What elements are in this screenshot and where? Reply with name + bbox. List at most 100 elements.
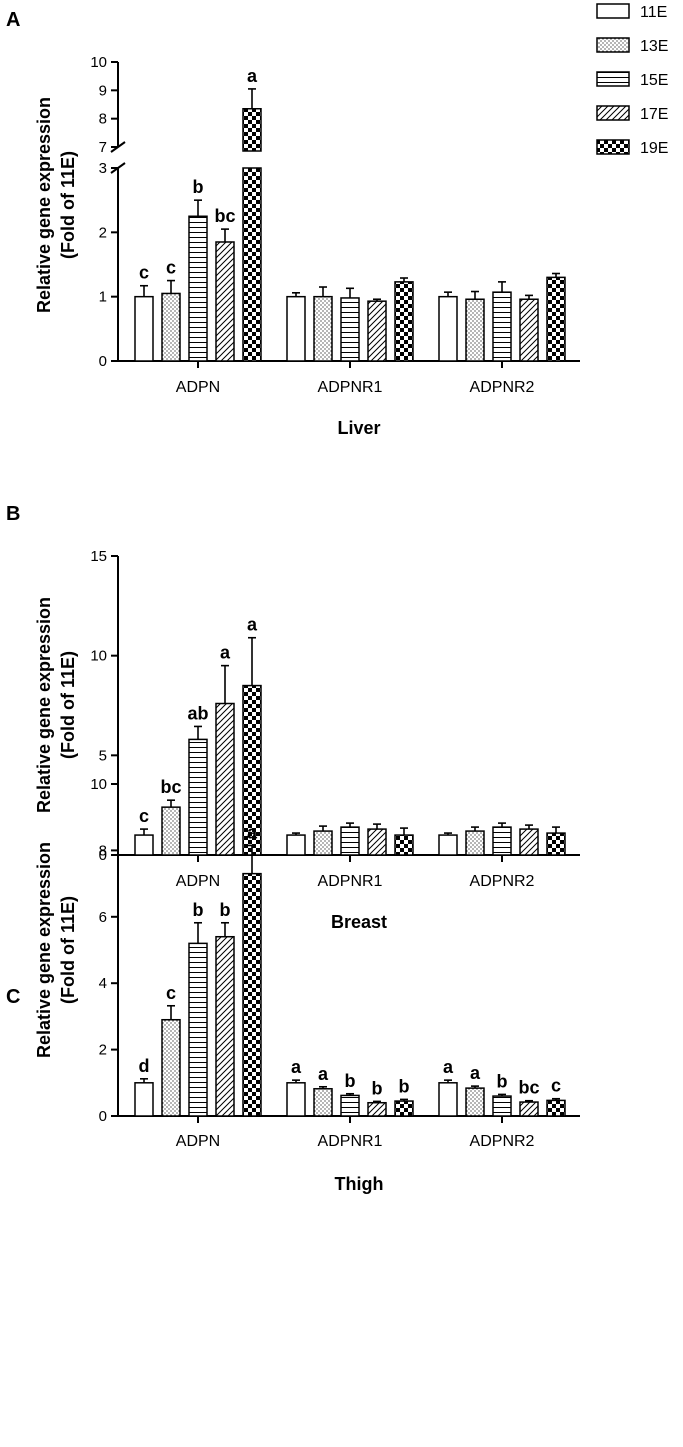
bar: [313, 295, 333, 362]
bar: [286, 834, 306, 856]
bar: [188, 942, 208, 1117]
bar: [134, 295, 154, 362]
y-tick-label: 15: [90, 548, 107, 565]
y-tick-label: 8: [99, 111, 107, 128]
significance-label: b: [497, 1071, 508, 1091]
legend-label-17e: 17E: [640, 106, 668, 123]
x-tick-label: ADPN: [176, 1133, 220, 1150]
x-tick-label: ADPNR1: [318, 1133, 383, 1150]
bar: [465, 298, 485, 362]
bar: [519, 298, 539, 362]
significance-label: a: [220, 643, 231, 663]
y-axis-label-line: Relative gene expression: [34, 597, 54, 813]
y-tick-label: 2: [99, 224, 107, 241]
significance-label: bc: [214, 206, 235, 226]
bar: [367, 1101, 387, 1117]
bar: [242, 167, 262, 362]
bar: [367, 828, 387, 856]
significance-label: b: [193, 900, 204, 920]
legend-label-19e: 19E: [640, 140, 668, 157]
significance-label: b: [193, 177, 204, 197]
bar: [134, 834, 154, 856]
y-tick-label: 3: [99, 160, 107, 177]
bar: [161, 292, 181, 362]
significance-label: a: [318, 1064, 329, 1084]
y-axis-label: Relative gene expression (Fold of 11E): [34, 842, 78, 1058]
y-axis-label-line: (Fold of 11E): [58, 151, 78, 259]
panel-b: B Relative gene expression (Fold of 11E) 0 5…: [6, 503, 580, 932]
bar: [134, 1082, 154, 1117]
x-tick-label: ADPN: [176, 379, 220, 396]
panel-label: B: [6, 503, 20, 525]
bar: [215, 935, 235, 1117]
bar: [313, 830, 333, 856]
y-tick-label: 9: [99, 82, 107, 99]
bar: [492, 1095, 512, 1117]
y-tick-label: 2: [99, 1042, 107, 1059]
y-axis-label: Relative gene expression (Fold of 11E): [34, 597, 78, 813]
bar: [394, 834, 414, 856]
bar: [188, 215, 208, 362]
y-tick-label: 4: [99, 975, 107, 992]
panel-a: A Relative gene expression (Fold of 11E) 0 1…: [6, 9, 580, 438]
y-axis-label-line: (Fold of 11E): [58, 651, 78, 759]
bar: [313, 1088, 333, 1117]
bar: [161, 806, 181, 856]
legend-label-15e: 15E: [640, 72, 668, 89]
panel-c: C Relative gene expression (Fold of 11E) 0 2…: [6, 776, 580, 1194]
significance-label: a: [470, 1063, 481, 1083]
y-tick-label: 0: [99, 353, 107, 370]
bar: [188, 738, 208, 856]
y-tick-label: 8: [99, 842, 107, 859]
significance-label: b: [345, 1071, 356, 1091]
legend-swatch-11e: [596, 3, 630, 19]
y-tick-label: 1: [99, 289, 107, 306]
bar: [438, 295, 458, 362]
bar: [161, 1018, 181, 1117]
significance-label: ab: [187, 703, 208, 723]
bar: [519, 828, 539, 856]
y-axis-label-line: (Fold of 11E): [58, 896, 78, 1004]
y-tick-label: 6: [99, 909, 107, 926]
bar: [465, 830, 485, 856]
bar: [492, 291, 512, 362]
bar: [394, 281, 414, 362]
legend-swatch-17e: [596, 105, 630, 121]
bar: [286, 295, 306, 362]
significance-label: b: [220, 900, 231, 920]
bar: [438, 834, 458, 856]
significance-label: a: [291, 1057, 302, 1077]
y-axis-label-line: Relative gene expression: [34, 842, 54, 1058]
panel-label: A: [6, 9, 20, 31]
significance-label: a: [247, 66, 258, 86]
legend-swatch-15e: [596, 71, 630, 87]
x-tick-label: ADPNR1: [318, 873, 383, 890]
bar: [340, 826, 360, 856]
legend-swatch-19e: [596, 139, 630, 155]
significance-label: d: [139, 1056, 150, 1076]
x-axis-label: Liver: [337, 418, 380, 438]
bar: [546, 276, 566, 362]
bar: [519, 1101, 539, 1117]
bar: [340, 1094, 360, 1117]
y-tick-label: 10: [90, 776, 107, 793]
y-tick-label: 10: [90, 648, 107, 665]
y-tick-label: 0: [99, 847, 107, 864]
legend: 11E 13E 15E 17E 19E: [596, 3, 668, 157]
significance-label: c: [166, 983, 176, 1003]
significance-label: a: [443, 1057, 454, 1077]
bar: [546, 1099, 566, 1117]
bar: [215, 241, 235, 362]
y-tick-label: 0: [99, 1108, 107, 1125]
significance-label: c: [139, 263, 149, 283]
x-tick-label: ADPNR2: [470, 379, 535, 396]
y-axis-label-line: Relative gene expression: [34, 97, 54, 313]
significance-label: c: [166, 258, 176, 278]
significance-label: b: [399, 1076, 410, 1096]
significance-label: c: [139, 806, 149, 826]
significance-label: a: [247, 615, 258, 635]
bar: [286, 1082, 306, 1117]
significance-label: c: [551, 1076, 561, 1096]
panel-label: C: [6, 986, 20, 1008]
